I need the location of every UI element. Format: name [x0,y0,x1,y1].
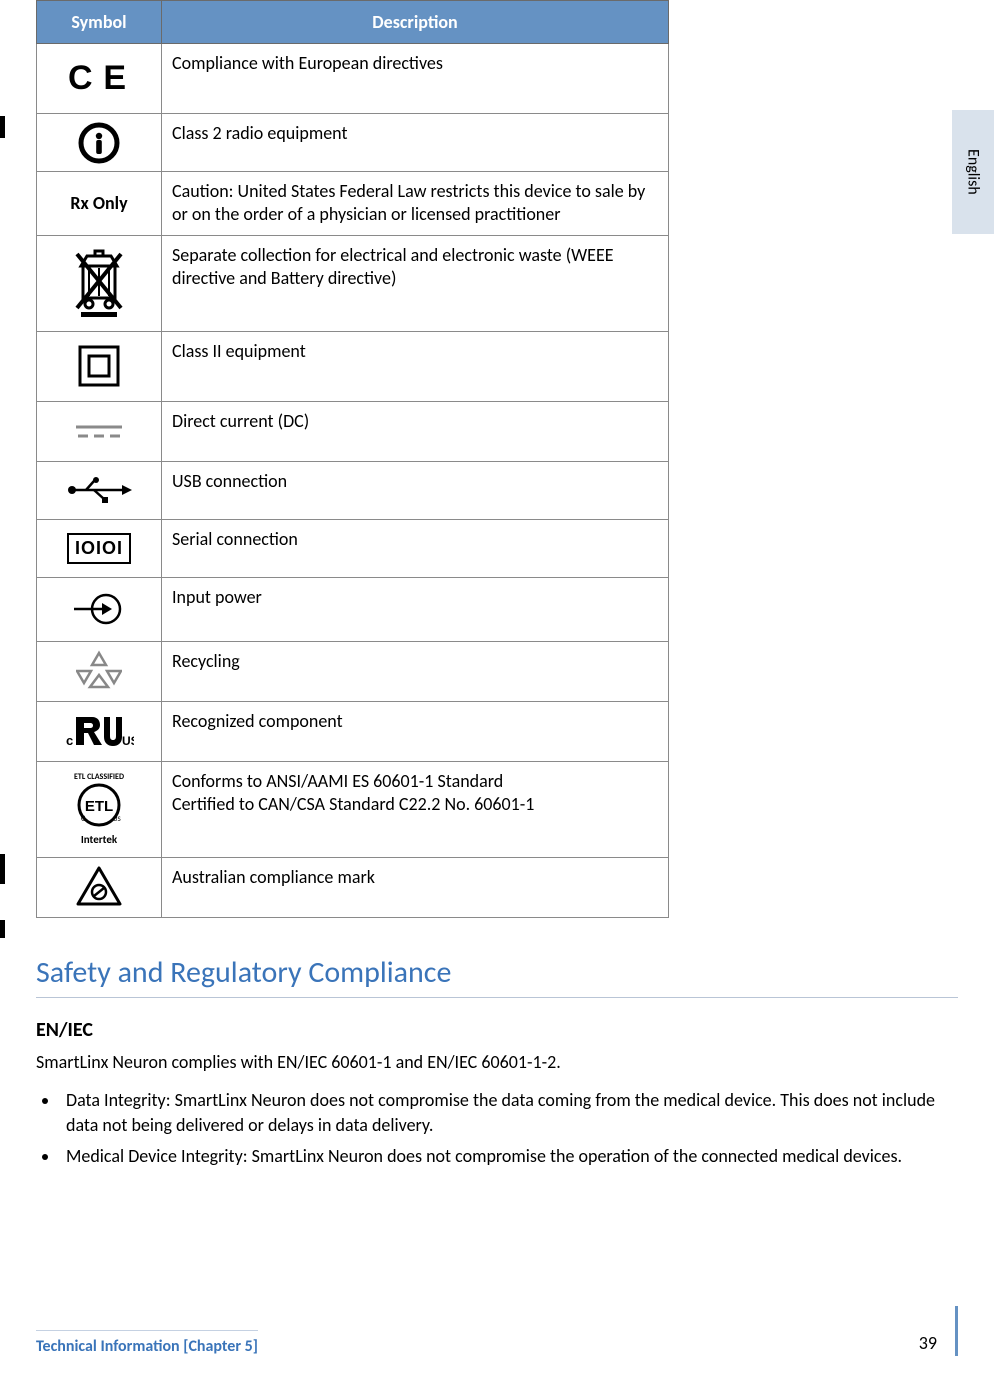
table-row: Australian compliance mark [37,857,669,917]
page: English Symbol Description C E Compliance… [0,0,994,1386]
symbol-cell: C E [37,44,162,114]
etl-mark-icon: ETL CLASSIFIEDETLCUSIntertek [41,773,157,845]
class2-radio-icon [78,122,120,164]
description-cell: Compliance with European directives [162,44,669,114]
description-cell: Australian compliance mark [162,857,669,917]
bullet-list: Data Integrity: SmartLinx Neuron does no… [40,1088,958,1170]
description-cell: Direct current (DC) [162,401,669,461]
svg-text:US: US [122,734,134,748]
svg-text:ETL: ETL [85,798,113,815]
symbol-cell [37,401,162,461]
description-cell: USB connection [162,461,669,519]
rcm-mark-icon [76,866,122,908]
usb-icon [64,475,134,505]
symbol-cell [37,114,162,172]
language-tab: English [952,110,994,234]
table-row: IOIOI Serial connection [37,519,669,577]
table-row: c US Recognized component [37,701,669,761]
footer-page-number: 39 [919,1332,937,1356]
bullet-item: Data Integrity: SmartLinx Neuron does no… [60,1088,958,1138]
dc-icon [72,420,126,442]
table-row: Separate collection for electrical and e… [37,235,669,331]
section-title: Safety and Regulatory Compliance [36,954,958,998]
recycling-icon [76,649,122,693]
symbol-cell [37,235,162,331]
symbol-cell [37,857,162,917]
description-cell: Serial connection [162,519,669,577]
svg-text:c: c [66,733,73,748]
input-power-icon [72,589,126,629]
recognized-component-icon: c US [64,711,134,751]
table-row: USB connection [37,461,669,519]
table-row: Recycling [37,641,669,701]
symbol-cell: Rx Only [37,172,162,236]
description-cell: Separate collection for electrical and e… [162,235,669,331]
change-bar [0,854,5,884]
description-cell: Caution: United States Federal Law restr… [162,172,669,236]
table-row: ETL CLASSIFIEDETLCUSIntertekConforms to … [37,761,669,857]
ce-mark-icon: C E [68,56,130,100]
bullet-item: Medical Device Integrity: SmartLinx Neur… [60,1144,958,1169]
table-header-symbol: Symbol [37,1,162,44]
change-bar [0,920,5,938]
subsection-title: EN/IEC [36,1018,958,1042]
change-bar [0,116,5,138]
table-row: Class II equipment [37,331,669,401]
table-row: Rx Only Caution: United States Federal La… [37,172,669,236]
symbol-cell: IOIOI [37,519,162,577]
description-cell: Class 2 radio equipment [162,114,669,172]
symbol-cell: c US [37,701,162,761]
table-row: Input power [37,577,669,641]
table-row: C E Compliance with European directives [37,44,669,114]
serial-ioioi-icon: IOIOI [67,533,131,564]
footer-chapter: Technical Information [Chapter 5] [36,1330,258,1356]
description-cell: Recycling [162,641,669,701]
rx-only-text: Rx Only [70,192,127,214]
description-cell: Recognized component [162,701,669,761]
description-cell: Class II equipment [162,331,669,401]
table-row: Direct current (DC) [37,401,669,461]
description-cell: Input power [162,577,669,641]
table-row: Class 2 radio equipment [37,114,669,172]
language-tab-label: English [964,149,983,195]
intro-paragraph: SmartLinx Neuron complies with EN/IEC 60… [36,1050,958,1074]
symbol-cell [37,641,162,701]
svg-text:C: C [81,814,86,824]
symbol-cell [37,331,162,401]
description-cell: Conforms to ANSI/AAMI ES 60601-1 Standar… [162,761,669,857]
symbols-table: Symbol Description C E Compliance with Eu… [36,0,669,918]
weee-bin-icon [71,248,127,318]
page-footer: Technical Information [Chapter 5] 39 [36,1306,958,1356]
symbol-cell [37,461,162,519]
class2-equipment-icon [76,343,122,389]
table-header-description: Description [162,1,669,44]
symbol-cell: ETL CLASSIFIEDETLCUSIntertek [37,761,162,857]
svg-text:US: US [113,814,121,823]
symbol-cell [37,577,162,641]
